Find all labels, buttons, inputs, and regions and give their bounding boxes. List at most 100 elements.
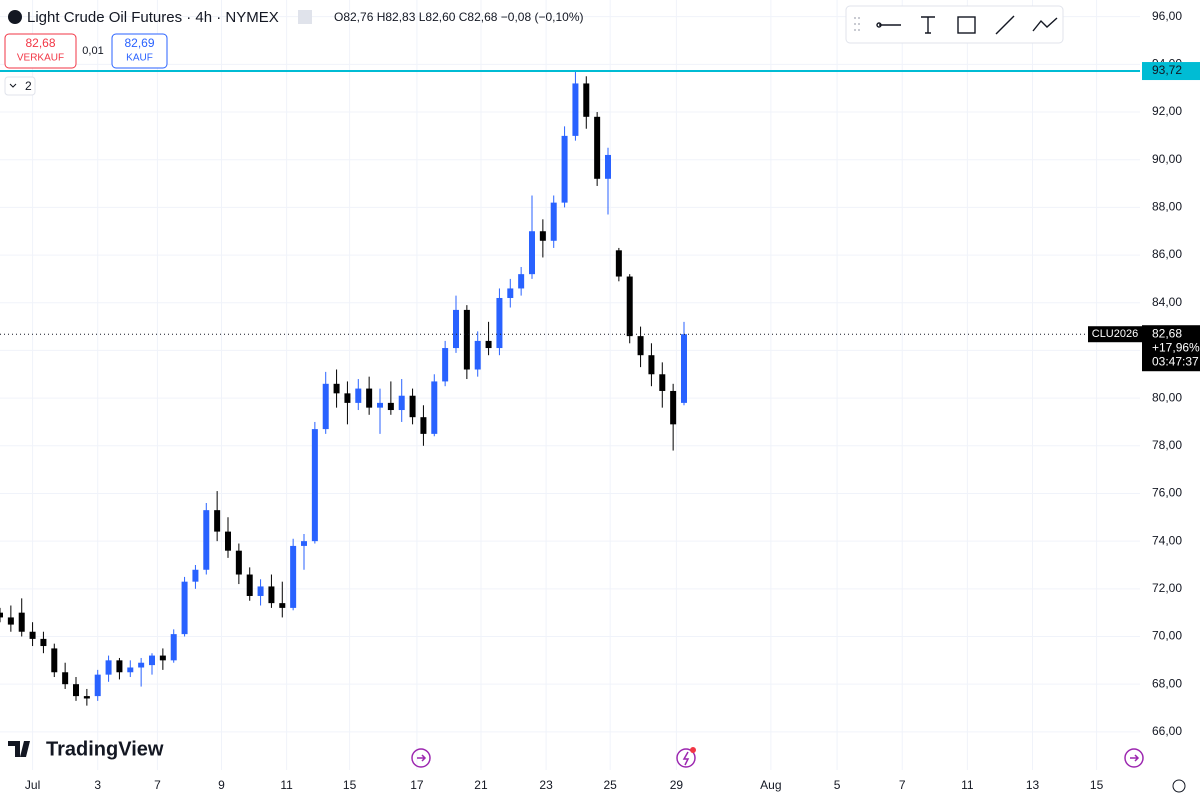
candle-body: [170, 634, 177, 661]
buy-price: 82,69: [124, 36, 154, 50]
y-tick-label: 90,00: [1152, 152, 1182, 166]
candle-body: [615, 250, 622, 277]
buy-label: KAUF: [126, 53, 153, 64]
indicator-toggle[interactable]: [4, 76, 36, 96]
candle-body: [18, 612, 25, 632]
grid: [0, 0, 1140, 770]
y-tick-label: 66,00: [1152, 724, 1182, 738]
flag-icon[interactable]: [298, 10, 312, 24]
trend-tool[interactable]: [995, 15, 1015, 35]
candle-body: [311, 429, 318, 542]
text-tool[interactable]: [921, 16, 935, 34]
candle-body: [626, 276, 633, 337]
x-tick-label: 29: [670, 778, 684, 792]
candle-body: [485, 340, 492, 349]
candle-body: [7, 617, 14, 625]
symbol-label: CLU2026: [1092, 328, 1138, 340]
event-icons: [411, 748, 1144, 768]
event-icon[interactable]: [411, 748, 431, 768]
candle-body: [181, 581, 188, 635]
indicator-count: 2: [25, 79, 32, 93]
candle-body: [377, 402, 383, 408]
candle-body: [0, 612, 3, 618]
candle-body: [279, 603, 286, 608]
candle-body: [366, 388, 373, 408]
chevron: [9, 83, 17, 88]
candle-body: [94, 674, 101, 697]
candle-body: [398, 395, 405, 411]
y-tick-label: 80,00: [1152, 390, 1182, 404]
y-tick-label: 92,00: [1152, 104, 1182, 118]
candle-body: [409, 395, 416, 418]
hline-tool[interactable]: [876, 22, 901, 28]
candle-body: [225, 531, 231, 551]
candle-body: [507, 288, 514, 298]
candle-body: [29, 631, 36, 639]
hline-label-box: [1142, 62, 1200, 81]
y-tick-label: 88,00: [1152, 200, 1182, 214]
last-change: +17,96%: [1152, 340, 1200, 354]
symbol-box: [1088, 326, 1142, 343]
candle-body: [73, 684, 79, 697]
candle-body: [420, 417, 427, 434]
candle-body: [159, 655, 166, 661]
x-tick-label: 5: [834, 778, 841, 792]
x-tick-label: 9: [218, 778, 225, 792]
last-price-label: 82,68: [1152, 326, 1182, 340]
sell-label: VERKAUF: [17, 53, 64, 64]
settings-icon[interactable]: [1172, 779, 1186, 793]
candle-body: [442, 348, 449, 382]
x-tick-label: 7: [154, 778, 161, 792]
event-icon[interactable]: [676, 748, 696, 768]
y-tick-label: 74,00: [1152, 533, 1182, 547]
candle-body: [550, 202, 557, 241]
event-bolt: [682, 751, 690, 766]
y-tick-label: 84,00: [1152, 295, 1182, 309]
y-tick-label: 78,00: [1152, 438, 1182, 452]
path-tool[interactable]: [1032, 17, 1058, 32]
candle-body: [301, 541, 307, 546]
candle-body: [40, 638, 47, 647]
candle-body: [539, 231, 546, 241]
x-tick-label: 11: [961, 778, 974, 792]
candle-body: [453, 309, 459, 349]
logo-mark: [8, 741, 30, 757]
candle-body: [670, 390, 677, 425]
x-tick-label: 7: [899, 778, 906, 792]
event-arrow: [417, 754, 427, 762]
candle-body: [344, 393, 351, 403]
candle-body: [235, 550, 242, 575]
event-icon[interactable]: [1124, 748, 1144, 768]
candle-body: [290, 545, 297, 608]
symbol-title[interactable]: Light Crude Oil Futures · 4h · NYMEX: [27, 9, 279, 26]
x-tick-label: 3: [94, 778, 101, 792]
x-tick-label: Jul: [25, 778, 40, 792]
brand-logo: TradingView: [8, 738, 164, 760]
x-tick-label: 13: [1026, 778, 1040, 792]
x-tick-label: 15: [1090, 778, 1104, 792]
x-tick-label: 15: [343, 778, 357, 792]
x-tick-label: 11: [280, 778, 293, 792]
sell-button[interactable]: [4, 33, 77, 69]
rect-tool[interactable]: [957, 16, 976, 34]
y-tick-label: 86,00: [1152, 247, 1182, 261]
x-tick-label: 25: [603, 778, 617, 792]
y-tick-label: 72,00: [1152, 581, 1182, 595]
candle-body: [149, 655, 155, 666]
drawing-toolbar: [845, 5, 1064, 44]
candle-body: [62, 672, 69, 685]
x-tick-label: 17: [410, 778, 424, 792]
plot: [0, 70, 1140, 706]
event-arrow: [1130, 754, 1140, 762]
buy-button[interactable]: [111, 33, 168, 69]
event-dot: [690, 747, 696, 753]
candle-body: [138, 662, 145, 668]
candle-body: [637, 336, 644, 356]
candle-body: [561, 135, 568, 203]
candle-body: [583, 83, 590, 117]
candle-body: [116, 660, 123, 673]
candle-body: [105, 660, 112, 675]
candle-body: [659, 374, 666, 391]
drag-handle[interactable]: [854, 17, 860, 31]
